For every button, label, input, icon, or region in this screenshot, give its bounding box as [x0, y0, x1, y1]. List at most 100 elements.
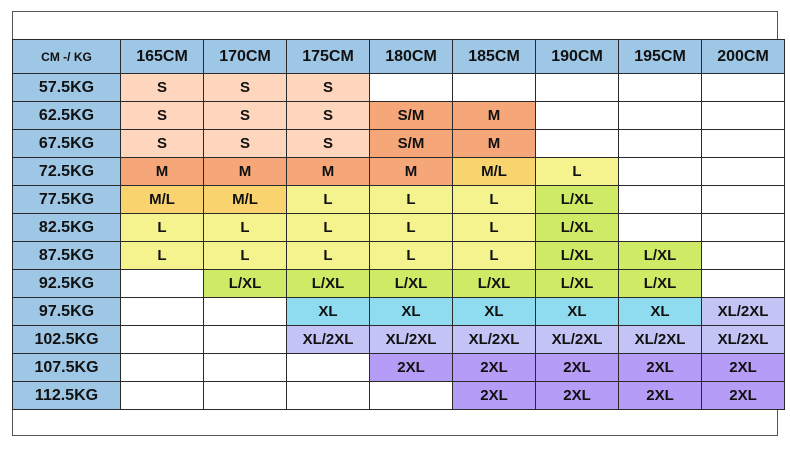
- size-cell: 2XL: [618, 381, 702, 410]
- size-cell: [369, 381, 453, 410]
- weight-label: 97.5KG: [12, 297, 121, 326]
- table-row: 102.5KG XL/2XL XL/2XL XL/2XL XL/2XL XL/2XL XL/…: [12, 325, 785, 354]
- size-cell: S: [120, 73, 204, 102]
- weight-label: 77.5KG: [12, 185, 121, 214]
- size-cell: M: [452, 101, 536, 130]
- size-cell: L/XL: [618, 241, 702, 270]
- size-cell: XL/2XL: [369, 325, 453, 354]
- size-cell: [286, 353, 370, 382]
- size-cell: L/XL: [535, 213, 619, 242]
- size-cell: XL: [369, 297, 453, 326]
- size-cell: S: [286, 101, 370, 130]
- table-row: 72.5KG M M M M M/L L: [12, 157, 785, 186]
- size-cell: M/L: [452, 157, 536, 186]
- size-cell: L/XL: [286, 269, 370, 298]
- table-row: 92.5KG L/XL L/XL L/XL L/XL L/XL L/XL: [12, 269, 785, 298]
- table-row: 112.5KG 2XL 2XL 2XL 2XL: [12, 381, 785, 410]
- size-cell: L: [452, 213, 536, 242]
- size-cell: L: [120, 213, 204, 242]
- size-cell: L/XL: [535, 269, 619, 298]
- size-cell: S: [203, 73, 287, 102]
- size-cell: [701, 129, 785, 158]
- size-cell: S/M: [369, 129, 453, 158]
- height-header-190: 190CM: [535, 39, 619, 74]
- size-cell: [701, 157, 785, 186]
- size-cell: M: [203, 157, 287, 186]
- size-cell: [701, 101, 785, 130]
- size-cell: [120, 297, 204, 326]
- size-cell: M: [286, 157, 370, 186]
- table-row: 87.5KG L L L L L L/XL L/XL: [12, 241, 785, 270]
- table-row: 82.5KG L L L L L L/XL: [12, 213, 785, 242]
- size-cell: L: [369, 185, 453, 214]
- size-chart-table: CM -/ KG 165CM 170CM 175CM 180CM 185CM 1…: [12, 39, 785, 410]
- size-cell: [203, 353, 287, 382]
- size-cell: 2XL: [618, 353, 702, 382]
- size-cell: 2XL: [535, 381, 619, 410]
- size-cell: XL/2XL: [535, 325, 619, 354]
- weight-label: 82.5KG: [12, 213, 121, 242]
- size-cell: S: [286, 129, 370, 158]
- size-cell: L: [369, 213, 453, 242]
- size-cell: [618, 129, 702, 158]
- size-cell: [618, 157, 702, 186]
- weight-label: 67.5KG: [12, 129, 121, 158]
- size-cell: [701, 185, 785, 214]
- size-cell: [618, 185, 702, 214]
- size-cell: XL/2XL: [701, 297, 785, 326]
- size-cell: L: [120, 241, 204, 270]
- weight-label: 92.5KG: [12, 269, 121, 298]
- size-cell: S: [120, 129, 204, 158]
- height-header-195: 195CM: [618, 39, 702, 74]
- size-cell: L: [452, 185, 536, 214]
- size-cell: L/XL: [369, 269, 453, 298]
- table-row: 107.5KG 2XL 2XL 2XL 2XL 2XL: [12, 353, 785, 382]
- weight-label: 102.5KG: [12, 325, 121, 354]
- size-cell: [701, 73, 785, 102]
- size-cell: M: [452, 129, 536, 158]
- size-cell: L/XL: [452, 269, 536, 298]
- size-cell: [452, 73, 536, 102]
- header-row: CM -/ KG 165CM 170CM 175CM 180CM 185CM 1…: [12, 39, 785, 74]
- size-cell: 2XL: [535, 353, 619, 382]
- table-row: 67.5KG S S S S/M M: [12, 129, 785, 158]
- size-cell: 2XL: [701, 353, 785, 382]
- size-cell: S/M: [369, 101, 453, 130]
- height-header-200: 200CM: [701, 39, 785, 74]
- size-cell: [618, 101, 702, 130]
- size-cell: [120, 381, 204, 410]
- size-cell: L: [535, 157, 619, 186]
- table-row: 97.5KG XL XL XL XL XL XL/2XL: [12, 297, 785, 326]
- height-header-180: 180CM: [369, 39, 453, 74]
- height-header-185: 185CM: [452, 39, 536, 74]
- size-cell: 2XL: [452, 353, 536, 382]
- size-cell: [701, 241, 785, 270]
- size-cell: [203, 381, 287, 410]
- weight-label: 87.5KG: [12, 241, 121, 270]
- height-header-175: 175CM: [286, 39, 370, 74]
- corner-label: CM -/ KG: [12, 39, 121, 74]
- size-cell: [535, 129, 619, 158]
- size-cell: [618, 73, 702, 102]
- size-cell: L: [286, 241, 370, 270]
- height-header-170: 170CM: [203, 39, 287, 74]
- size-cell: S: [286, 73, 370, 102]
- size-cell: M: [369, 157, 453, 186]
- size-cell: M/L: [203, 185, 287, 214]
- size-cell: S: [203, 129, 287, 158]
- size-cell: L: [286, 213, 370, 242]
- size-cell: 2XL: [701, 381, 785, 410]
- weight-label: 72.5KG: [12, 157, 121, 186]
- size-cell: [701, 213, 785, 242]
- size-cell: L/XL: [535, 185, 619, 214]
- size-cell: [120, 353, 204, 382]
- size-cell: L: [203, 241, 287, 270]
- size-cell: [535, 101, 619, 130]
- size-cell: [618, 213, 702, 242]
- size-cell: [701, 269, 785, 298]
- size-cell: L: [369, 241, 453, 270]
- weight-label: 62.5KG: [12, 101, 121, 130]
- size-cell: [369, 73, 453, 102]
- size-cell: [203, 325, 287, 354]
- size-cell: M/L: [120, 185, 204, 214]
